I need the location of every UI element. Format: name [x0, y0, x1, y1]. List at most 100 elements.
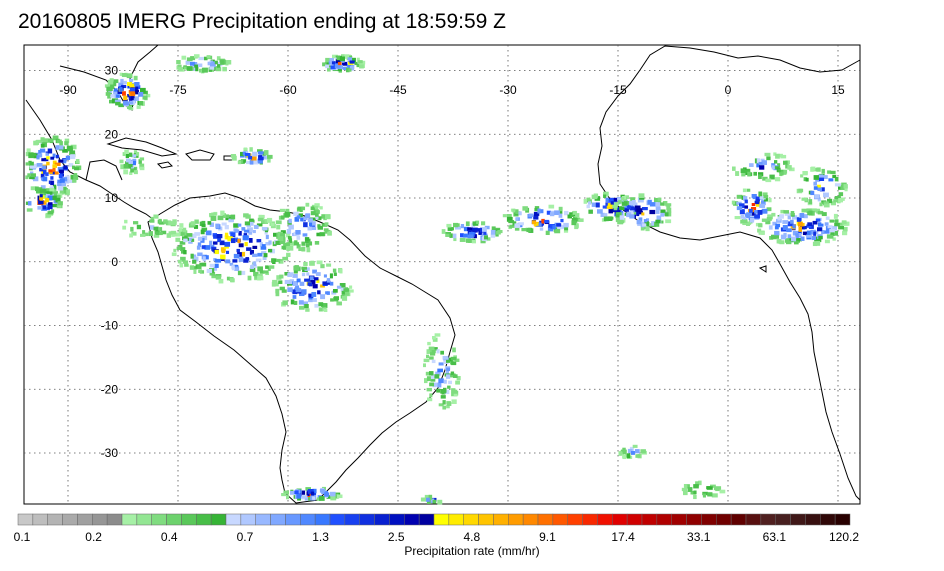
precip-cell	[211, 274, 218, 279]
precip-cell	[43, 190, 48, 196]
precip-cell	[339, 268, 343, 274]
precip-cell	[789, 167, 795, 172]
precip-cell	[119, 159, 124, 164]
precip-cell	[220, 210, 225, 216]
precip-cell	[55, 145, 59, 150]
precip-cell	[545, 230, 550, 236]
precip-cell	[110, 84, 115, 90]
precip-cell	[258, 214, 262, 220]
precip-cell	[558, 206, 563, 212]
precip-cell	[312, 496, 316, 500]
precip-cell	[686, 484, 690, 489]
precip-cell	[442, 405, 447, 410]
precip-cell	[574, 224, 579, 230]
precip-cell	[472, 227, 478, 233]
precip-cell	[430, 352, 436, 356]
colorbar-cell	[820, 513, 836, 526]
precip-cell	[324, 492, 330, 497]
precip-cell	[830, 170, 836, 175]
precip-cell	[236, 248, 240, 253]
precip-cell	[434, 374, 440, 379]
precip-cell	[194, 219, 199, 224]
precip-cell	[429, 393, 433, 398]
precip-cell	[213, 241, 218, 245]
precip-cell	[286, 246, 291, 251]
precip-cell	[707, 492, 713, 497]
precip-cell	[491, 226, 496, 231]
precip-cell	[198, 269, 202, 273]
precip-cell	[649, 209, 656, 215]
precip-cell	[443, 379, 447, 384]
precip-cell	[233, 253, 240, 259]
precip-cell	[515, 209, 519, 215]
precip-cell	[284, 212, 291, 217]
colorbar-cell	[210, 513, 227, 526]
precip-cell	[446, 359, 451, 363]
precip-cell	[746, 168, 751, 173]
precip-cell	[490, 229, 496, 235]
precip-cell	[231, 155, 237, 161]
precip-cell	[429, 348, 434, 354]
precip-cell	[191, 238, 195, 242]
precip-cell	[478, 230, 483, 235]
precip-cell	[311, 292, 317, 297]
precip-cell	[774, 160, 778, 164]
precip-cell	[834, 231, 839, 236]
colorbar-tick-label: 63.1	[763, 530, 787, 544]
precip-cell	[629, 214, 635, 219]
precip-cell	[698, 480, 702, 486]
precip-cell	[133, 86, 139, 90]
precip-cell	[341, 290, 348, 295]
precip-cell	[265, 265, 269, 269]
precip-cell	[798, 230, 802, 234]
precip-cell	[237, 238, 241, 244]
precip-cell	[757, 210, 763, 215]
precip-cell	[281, 237, 286, 242]
precip-cell	[824, 239, 830, 244]
precip-cell	[159, 227, 163, 232]
precip-cell	[666, 211, 672, 217]
precip-cell	[308, 241, 313, 246]
precip-cell	[817, 184, 821, 190]
precip-cell	[662, 201, 668, 206]
precip-cell	[446, 367, 450, 372]
precip-cell	[316, 497, 322, 501]
precip-cell	[453, 393, 458, 397]
precip-cell	[184, 263, 189, 267]
precip-cell	[26, 148, 31, 153]
precip-cell	[52, 153, 56, 158]
precip-cell	[25, 162, 30, 166]
precip-cell	[244, 229, 250, 233]
precip-cell	[423, 363, 427, 368]
precip-cell	[790, 219, 794, 224]
precip-cell	[317, 225, 323, 230]
precip-cell	[140, 233, 146, 237]
precip-cell	[27, 173, 31, 178]
precip-cell	[779, 214, 784, 219]
precip-cell	[209, 240, 213, 246]
precip-cell	[209, 66, 215, 70]
precip-cell	[252, 253, 258, 258]
precip-cell	[779, 240, 785, 245]
colorbar-cell	[567, 513, 583, 526]
precip-cell	[766, 217, 772, 221]
precip-cell	[288, 245, 294, 251]
colorbar-cell	[314, 513, 331, 526]
precip-cell	[336, 285, 342, 289]
precip-cell	[65, 155, 71, 160]
precip-cell	[798, 188, 803, 192]
precip-cell	[518, 211, 522, 216]
precip-cell	[636, 219, 642, 225]
precip-cell	[275, 240, 281, 245]
precip-cell	[600, 212, 605, 217]
precip-cell	[267, 154, 273, 159]
colorbar-cell	[17, 513, 34, 526]
precip-cell	[537, 208, 541, 214]
precip-cell	[116, 94, 120, 98]
precip-cell	[560, 218, 564, 223]
precip-cell	[57, 201, 63, 206]
precip-cell	[343, 288, 350, 292]
precip-cell	[739, 209, 745, 215]
precip-cell	[113, 90, 119, 96]
precip-cell	[425, 371, 430, 376]
